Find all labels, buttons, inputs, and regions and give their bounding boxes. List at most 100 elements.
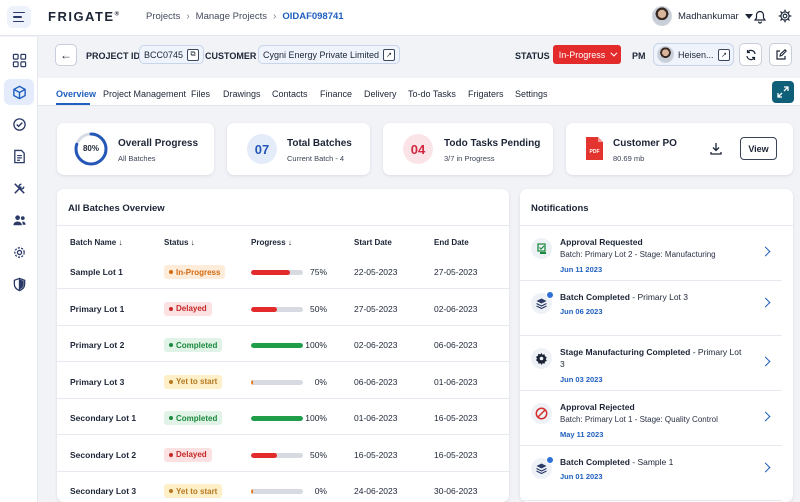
refresh-button[interactable] (739, 43, 762, 66)
sidebar-item-reports[interactable] (4, 143, 34, 169)
chevron-right-icon[interactable] (760, 297, 771, 308)
status-badge: Completed (164, 411, 223, 425)
status-dot (169, 270, 173, 274)
tab-frigaters[interactable]: Frigaters (468, 89, 504, 99)
tab-contacts[interactable]: Contacts (272, 89, 308, 99)
notification-heading: Approval Rejected (560, 402, 635, 412)
chevron-right-icon[interactable] (760, 356, 771, 367)
status-dot (169, 343, 173, 347)
batches-panel: All Batches Overview Batch Name ↓ Status… (57, 189, 509, 502)
tab-settings[interactable]: Settings (515, 89, 548, 99)
check-badge-icon (546, 291, 554, 299)
progress-percent: 100% (305, 340, 327, 350)
todo-tasks-card: 04 Todo Tasks Pending 3/7 in Progress (383, 123, 553, 175)
notification-item[interactable]: Approval Requested Batch: Primary Lot 2 -… (520, 226, 782, 281)
table-row[interactable]: Secondary Lot 3 Yet to start 0% 24-06-2023 3… (57, 472, 509, 502)
notifications-panel: Notifications Approval Requested Batch: P… (520, 189, 793, 502)
progress-bar-fill (251, 379, 254, 385)
column-header-progress[interactable]: Progress ↓ (251, 238, 292, 247)
progress-bar (251, 343, 303, 348)
external-link-icon[interactable]: ↗ (718, 48, 730, 61)
overall-progress-sub: All Batches (118, 154, 156, 163)
chevron-right-icon: › (186, 11, 190, 22)
start-date: 06-06-2023 (354, 376, 398, 387)
chevron-right-icon[interactable] (760, 411, 771, 422)
bell-icon[interactable] (754, 10, 766, 24)
tab-delivery[interactable]: Delivery (364, 89, 397, 99)
sidebar-item-settings[interactable] (4, 239, 34, 265)
back-button[interactable]: ← (55, 44, 77, 66)
batch-name: Secondary Lot 1 (70, 413, 137, 423)
notification-subject: - Primary Lot 3 (560, 347, 742, 369)
tab-files[interactable]: Files (191, 89, 211, 99)
progress-bar-fill (251, 270, 290, 275)
tab-todo-tasks[interactable]: To-do Tasks (408, 89, 456, 99)
tab-finance[interactable]: Finance (320, 89, 353, 99)
divider (520, 225, 793, 226)
total-batches-title: Total Batches (287, 138, 352, 149)
status-badge: Completed (164, 338, 223, 352)
notification-subject: - Primary Lot 3 (629, 292, 689, 302)
table-row[interactable]: Primary Lot 2 Completed 100% 02-06-2023 06-0… (57, 326, 509, 362)
notification-heading: Stage Manufacturing Completed (560, 347, 691, 357)
breadcrumb-manage-projects[interactable]: Manage Projects (195, 11, 267, 22)
notification-item[interactable]: Batch Completed - Sample 1 Jun 01 2023 (520, 446, 782, 501)
table-row[interactable]: Sample Lot 1 In-Progress 75% 22-05-2023 27-0… (57, 253, 509, 289)
chevron-down-icon (610, 49, 618, 57)
total-batches-card: 07 Total Batches Current Batch - 4 (227, 123, 370, 175)
grid-icon (12, 53, 26, 67)
view-po-button[interactable]: View (740, 137, 777, 160)
notification-item[interactable]: Approval Rejected Batch: Primary Lot 1 - … (520, 391, 782, 446)
menu-icon[interactable] (7, 6, 31, 28)
status-dot (169, 306, 173, 311)
download-icon[interactable] (710, 142, 722, 155)
notification-detail: Batch: Primary Lot 1 - Stage: Quality Co… (560, 415, 718, 424)
target-check-icon (12, 117, 26, 131)
progress-bar (251, 306, 303, 312)
customer-po-size: 80.69 mb (613, 154, 645, 163)
overall-progress-card: 80% Overall Progress All Batches (57, 123, 214, 175)
column-header-status[interactable]: Status ↓ (164, 238, 195, 247)
tab-overview[interactable]: Overview (56, 89, 97, 99)
tab-drawings[interactable]: Drawings (223, 89, 261, 99)
end-date: 06-06-2023 (434, 340, 478, 350)
start-date: 01-06-2023 (354, 413, 398, 423)
tab-project-management[interactable]: Project Management (103, 89, 187, 99)
sidebar-item-tools[interactable] (4, 175, 34, 201)
table-row[interactable]: Secondary Lot 1 Completed 100% 01-06-2023 16… (57, 399, 509, 435)
breadcrumb-projects[interactable]: Projects (146, 11, 181, 22)
sidebar-item-users[interactable] (4, 207, 34, 233)
notification-item[interactable]: Batch Completed - Primary Lot 3 Jun 06 20… (520, 281, 782, 336)
progress-bar (251, 489, 303, 494)
end-date: 02-06-2023 (434, 303, 478, 314)
progress-bar-fill (251, 343, 303, 348)
progress-bar-fill (251, 306, 277, 312)
expand-button[interactable] (772, 81, 794, 103)
table-row[interactable]: Primary Lot 1 Delayed 50% 27-05-2023 02-06-2… (57, 290, 509, 326)
frigate-logo[interactable]: FRIGATE® (48, 9, 121, 24)
pm-name: Heisen... (678, 49, 714, 60)
settings-gear-icon[interactable] (778, 9, 792, 23)
chevron-right-icon[interactable] (760, 246, 771, 257)
status-dropdown[interactable]: In-Progress (553, 45, 621, 64)
progress-bar-fill (251, 452, 277, 458)
table-row[interactable]: Primary Lot 3 Yet to start 0% 06-06-2023 01-… (57, 363, 509, 399)
user-avatar (652, 6, 672, 26)
caret-down-icon (744, 13, 753, 19)
notification-title: Stage Manufacturing Completed - Primary … (560, 346, 745, 370)
external-link-icon[interactable]: ↗ (383, 48, 396, 61)
user-menu[interactable]: Madhankumar (652, 6, 753, 26)
pm-chip: Heisen... ↗ (653, 43, 734, 66)
column-header-batch-name[interactable]: Batch Name ↓ (70, 238, 123, 247)
notification-item[interactable]: Stage Manufacturing Completed - Primary … (520, 336, 782, 391)
sidebar-item-dashboard[interactable] (4, 47, 34, 73)
edit-button[interactable] (769, 43, 792, 66)
chevron-right-icon[interactable] (760, 462, 771, 473)
copy-icon[interactable]: ⧉ (187, 48, 200, 61)
sidebar-item-security[interactable] (4, 271, 34, 297)
pm-avatar (657, 46, 674, 63)
project-id-value: BCC0745 (144, 49, 184, 60)
sidebar-item-targets[interactable] (4, 111, 34, 137)
sidebar-item-projects[interactable] (4, 79, 34, 105)
table-row[interactable]: Secondary Lot 2 Delayed 50% 16-05-2023 16-05… (57, 436, 509, 472)
